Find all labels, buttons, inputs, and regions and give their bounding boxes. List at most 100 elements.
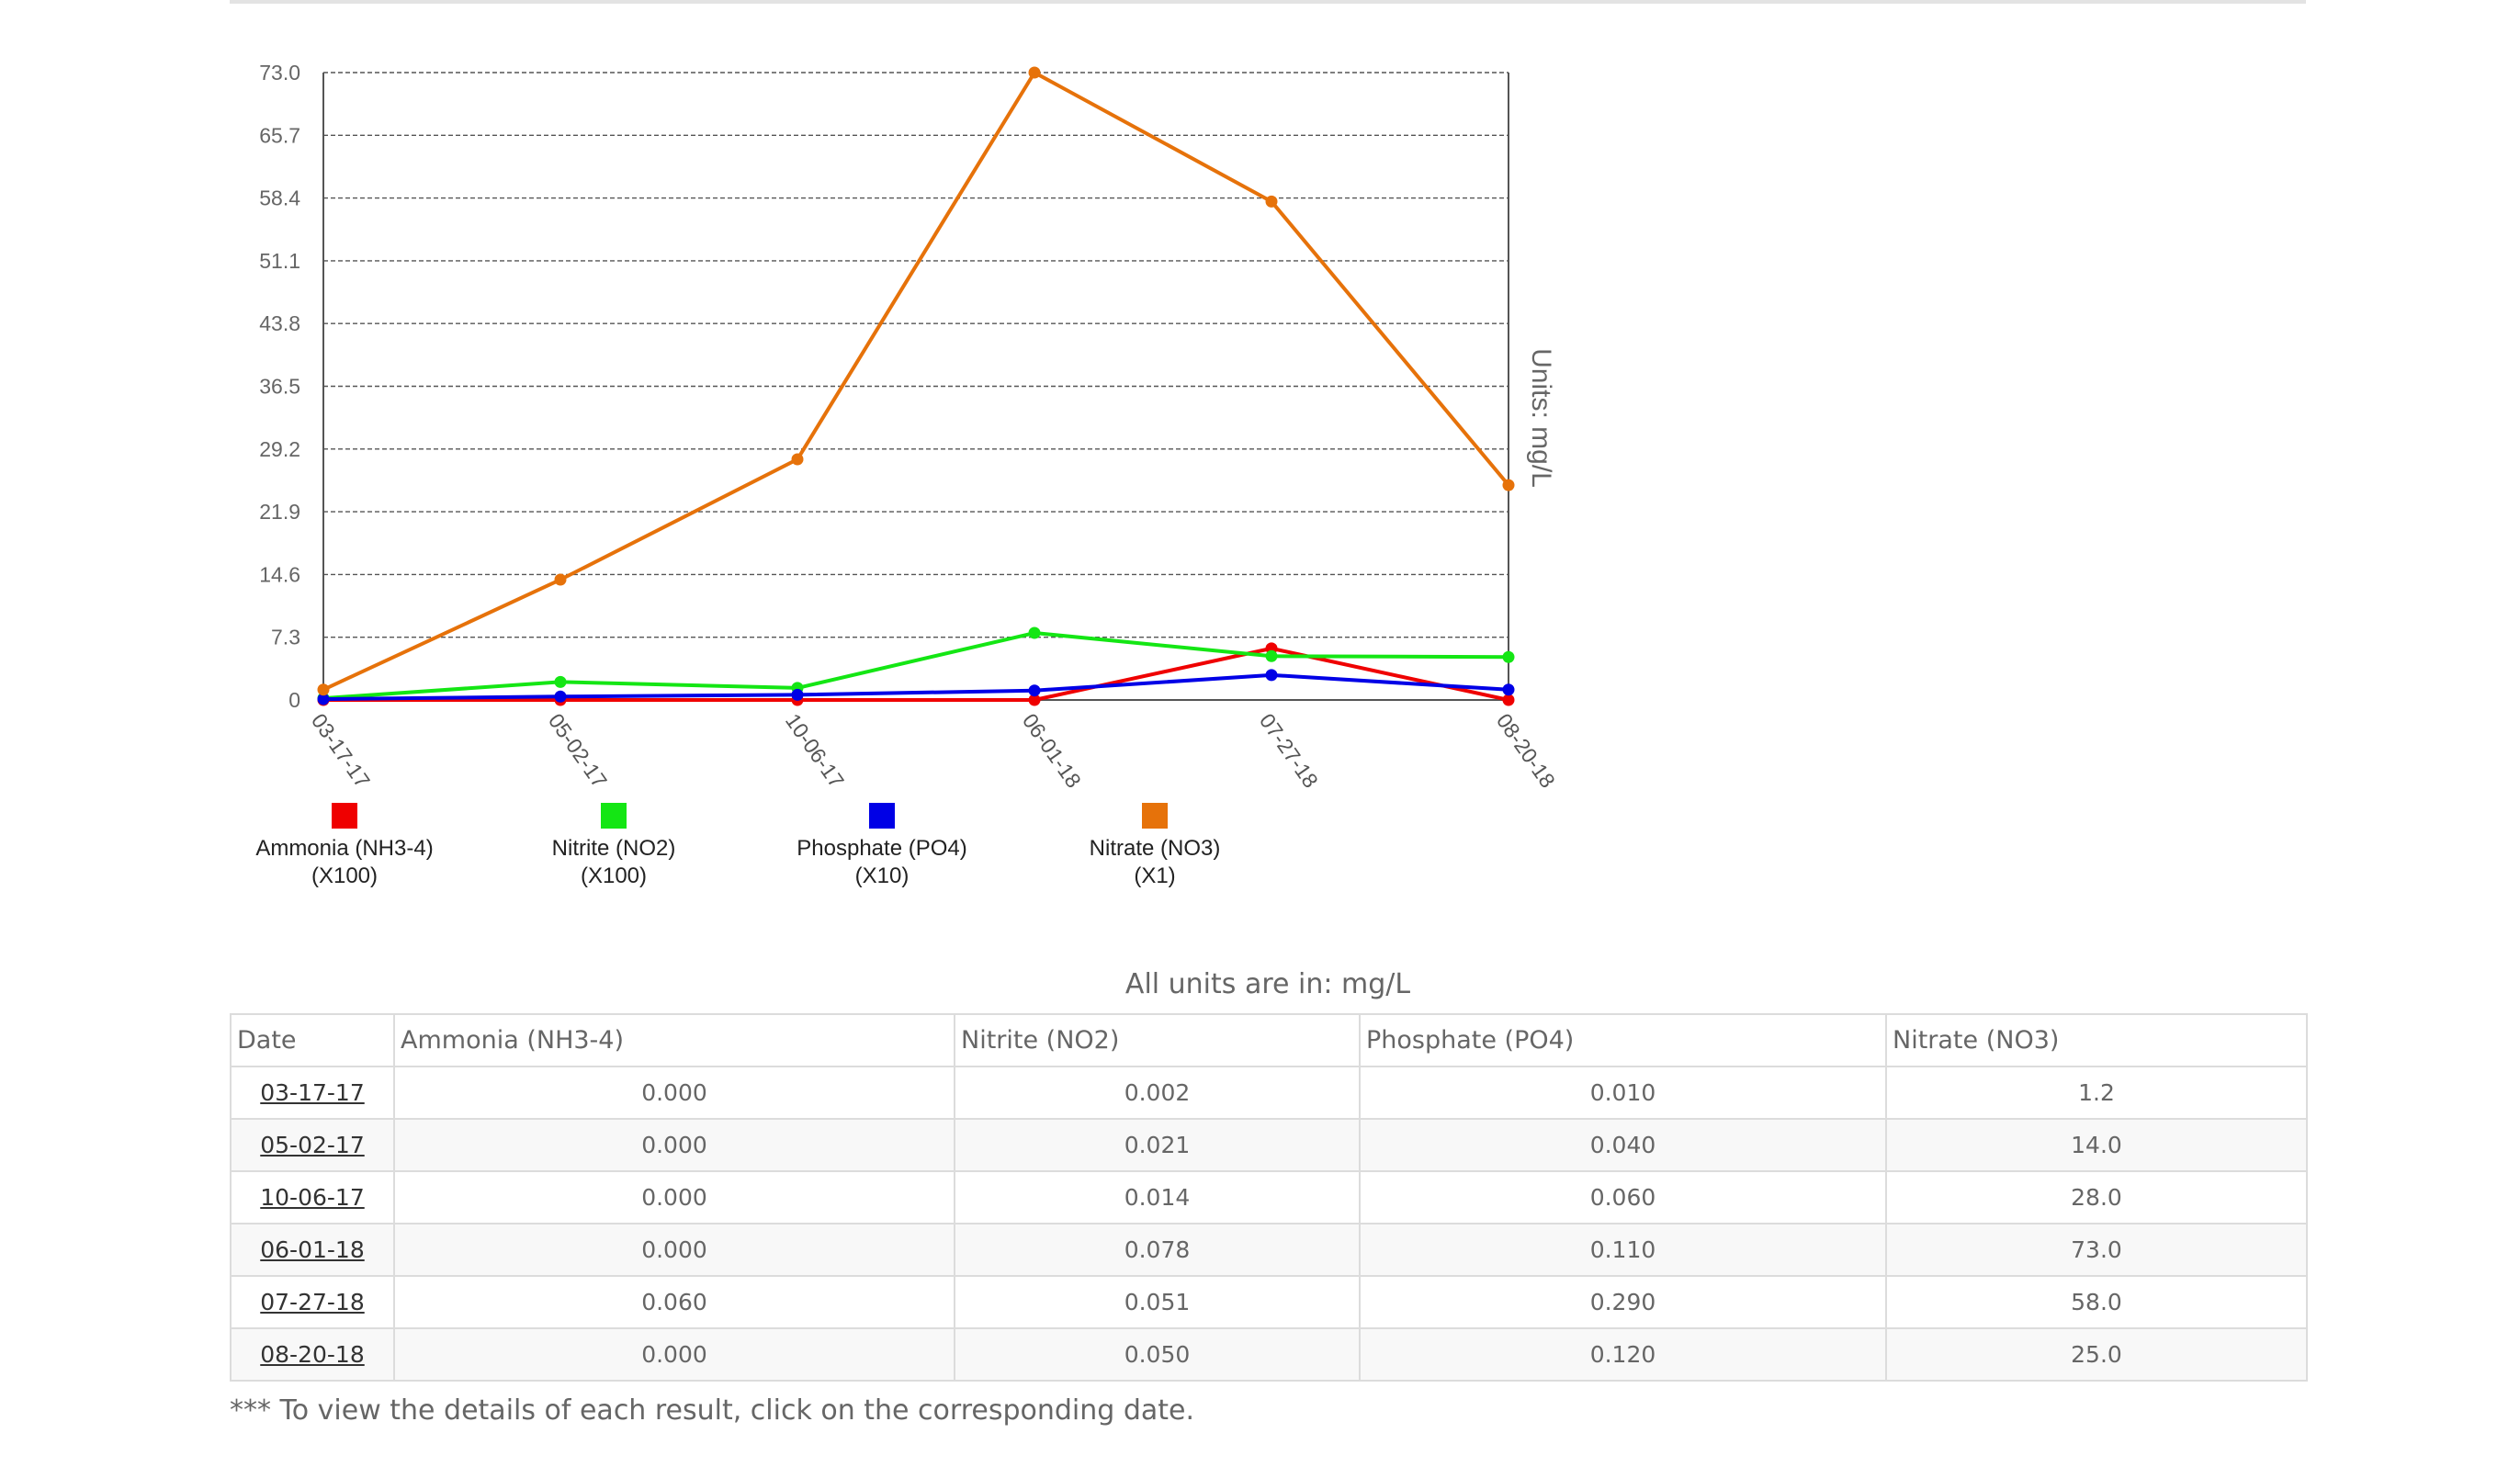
legend-multiplier: (X100) xyxy=(581,863,647,888)
legend-label: Nitrite (NO2) xyxy=(552,836,676,861)
nitrate-cell: 14.0 xyxy=(1885,1118,2308,1172)
data-point xyxy=(317,683,330,696)
legend-multiplier: (X1) xyxy=(1134,863,1175,888)
x-tick-label: 05-02-17 xyxy=(544,709,612,792)
data-point xyxy=(1502,479,1515,491)
data-point xyxy=(791,453,804,466)
data-point xyxy=(1028,694,1041,706)
nitrite-cell: 0.050 xyxy=(954,1327,1361,1382)
nitrate-cell: 25.0 xyxy=(1885,1327,2308,1382)
top-divider xyxy=(230,0,2306,4)
header-nitrate: Nitrate (NO3) xyxy=(1885,1013,2308,1067)
phosphate-cell: 0.040 xyxy=(1359,1118,1887,1172)
phosphate-cell: 0.110 xyxy=(1359,1223,1887,1277)
y-tick-label: 29.2 xyxy=(259,437,300,461)
legend-label: Phosphate (PO4) xyxy=(797,836,966,861)
ammonia-cell: 0.000 xyxy=(393,1170,955,1224)
y-tick-label: 43.8 xyxy=(259,311,300,335)
data-point xyxy=(1502,694,1515,706)
ammonia-cell: 0.060 xyxy=(393,1275,955,1329)
y-axis-unit-label: Units: mg/L xyxy=(1526,348,1556,488)
legend-swatch xyxy=(601,803,627,829)
table-row: 08-20-18 0.000 0.050 0.120 25.0 xyxy=(230,1327,2308,1382)
series-line xyxy=(322,672,1509,702)
phosphate-cell: 0.060 xyxy=(1359,1170,1887,1224)
table-row: 07-27-18 0.060 0.051 0.290 58.0 xyxy=(230,1275,2308,1329)
x-tick-label: 10-06-17 xyxy=(781,709,849,792)
ammonia-cell: 0.000 xyxy=(393,1066,955,1120)
result-date-link[interactable]: 05-02-17 xyxy=(260,1132,365,1158)
table-row: 05-02-17 0.000 0.021 0.040 14.0 xyxy=(230,1118,2308,1172)
nitrite-cell: 0.002 xyxy=(954,1066,1361,1120)
data-point xyxy=(1502,650,1515,663)
ammonia-cell: 0.000 xyxy=(393,1223,955,1277)
chart-series xyxy=(317,66,1515,706)
header-nitrite: Nitrite (NO2) xyxy=(954,1013,1361,1067)
y-tick-label: 36.5 xyxy=(259,375,300,399)
nitrite-cell: 0.078 xyxy=(954,1223,1361,1277)
chart-grid xyxy=(322,72,1509,701)
data-point xyxy=(791,688,804,701)
y-tick-label: 73.0 xyxy=(259,61,300,85)
result-date-link[interactable]: 03-17-17 xyxy=(260,1079,365,1106)
y-tick-label: 7.3 xyxy=(271,626,300,649)
result-date-link[interactable]: 06-01-18 xyxy=(260,1236,365,1263)
x-tick-labels: 03-17-17 05-02-17 10-06-17 06-01-18 07-27-18… xyxy=(307,709,1560,792)
table-row: 03-17-17 0.000 0.002 0.010 1.2 xyxy=(230,1066,2308,1120)
data-point xyxy=(1028,684,1041,697)
x-tick-label: 08-20-18 xyxy=(1492,709,1560,792)
phosphate-cell: 0.120 xyxy=(1359,1327,1887,1382)
y-tick-label: 51.1 xyxy=(259,249,300,273)
data-point xyxy=(1265,649,1278,662)
nutrient-line-chart: 0 7.3 14.6 21.9 29.2 36.5 43.8 51.1 58.4 65.7 73.0… xyxy=(255,61,1560,888)
data-point xyxy=(554,675,567,688)
result-date-link[interactable]: 07-27-18 xyxy=(260,1289,365,1315)
nitrite-cell: 0.021 xyxy=(954,1118,1361,1172)
legend-swatch xyxy=(332,803,357,829)
data-point xyxy=(317,693,330,705)
date-cell: 10-06-17 xyxy=(230,1170,395,1224)
table-caption: All units are in: mg/L xyxy=(1124,968,1411,1000)
date-cell: 08-20-18 xyxy=(230,1327,395,1382)
data-point xyxy=(1502,683,1515,696)
y-tick-label: 65.7 xyxy=(259,123,300,147)
phosphate-cell: 0.290 xyxy=(1359,1275,1887,1329)
table-header-row: Date Ammonia (NH3-4) Nitrite (NO2) Phosp… xyxy=(230,1013,2308,1067)
y-tick-labels: 0 7.3 14.6 21.9 29.2 36.5 43.8 51.1 58.4 65.7 73.0 xyxy=(259,61,300,712)
x-tick-label: 03-17-17 xyxy=(307,709,375,792)
y-tick-label: 0 xyxy=(288,688,300,712)
table-row: 06-01-18 0.000 0.078 0.110 73.0 xyxy=(230,1223,2308,1277)
legend-label: Nitrate (NO3) xyxy=(1090,836,1221,861)
nitrate-cell: 58.0 xyxy=(1885,1275,2308,1329)
phosphate-cell: 0.010 xyxy=(1359,1066,1887,1120)
header-phosphate: Phosphate (PO4) xyxy=(1359,1013,1887,1067)
y-tick-label: 58.4 xyxy=(259,186,300,210)
nitrite-cell: 0.014 xyxy=(954,1170,1361,1224)
legend-swatch xyxy=(1142,803,1168,829)
chart-legend: Ammonia (NH3-4)(X100)Nitrite (NO2)(X100)… xyxy=(255,803,1220,888)
table-row: 10-06-17 0.000 0.014 0.060 28.0 xyxy=(230,1170,2308,1224)
date-cell: 05-02-17 xyxy=(230,1118,395,1172)
data-point xyxy=(1028,626,1041,639)
y-tick-label: 14.6 xyxy=(259,562,300,586)
data-point xyxy=(554,573,567,586)
x-tick-label: 07-27-18 xyxy=(1255,709,1323,792)
result-date-link[interactable]: 10-06-17 xyxy=(260,1184,365,1211)
legend-label: Ammonia (NH3-4) xyxy=(255,836,433,861)
legend-multiplier: (X100) xyxy=(311,863,378,888)
nitrite-cell: 0.051 xyxy=(954,1275,1361,1329)
header-date: Date xyxy=(230,1013,395,1067)
header-ammonia: Ammonia (NH3-4) xyxy=(393,1013,955,1067)
nitrate-cell: 28.0 xyxy=(1885,1170,2308,1224)
series-line xyxy=(322,71,1510,692)
legend-swatch xyxy=(869,803,895,829)
nitrate-cell: 1.2 xyxy=(1885,1066,2308,1120)
date-cell: 07-27-18 xyxy=(230,1275,395,1329)
result-date-link[interactable]: 08-20-18 xyxy=(260,1341,365,1368)
ammonia-cell: 0.000 xyxy=(393,1118,955,1172)
table-footnote: *** To view the details of each result, … xyxy=(230,1394,1195,1427)
nitrate-cell: 73.0 xyxy=(1885,1223,2308,1277)
data-point xyxy=(1265,669,1278,682)
data-point xyxy=(1265,195,1278,208)
